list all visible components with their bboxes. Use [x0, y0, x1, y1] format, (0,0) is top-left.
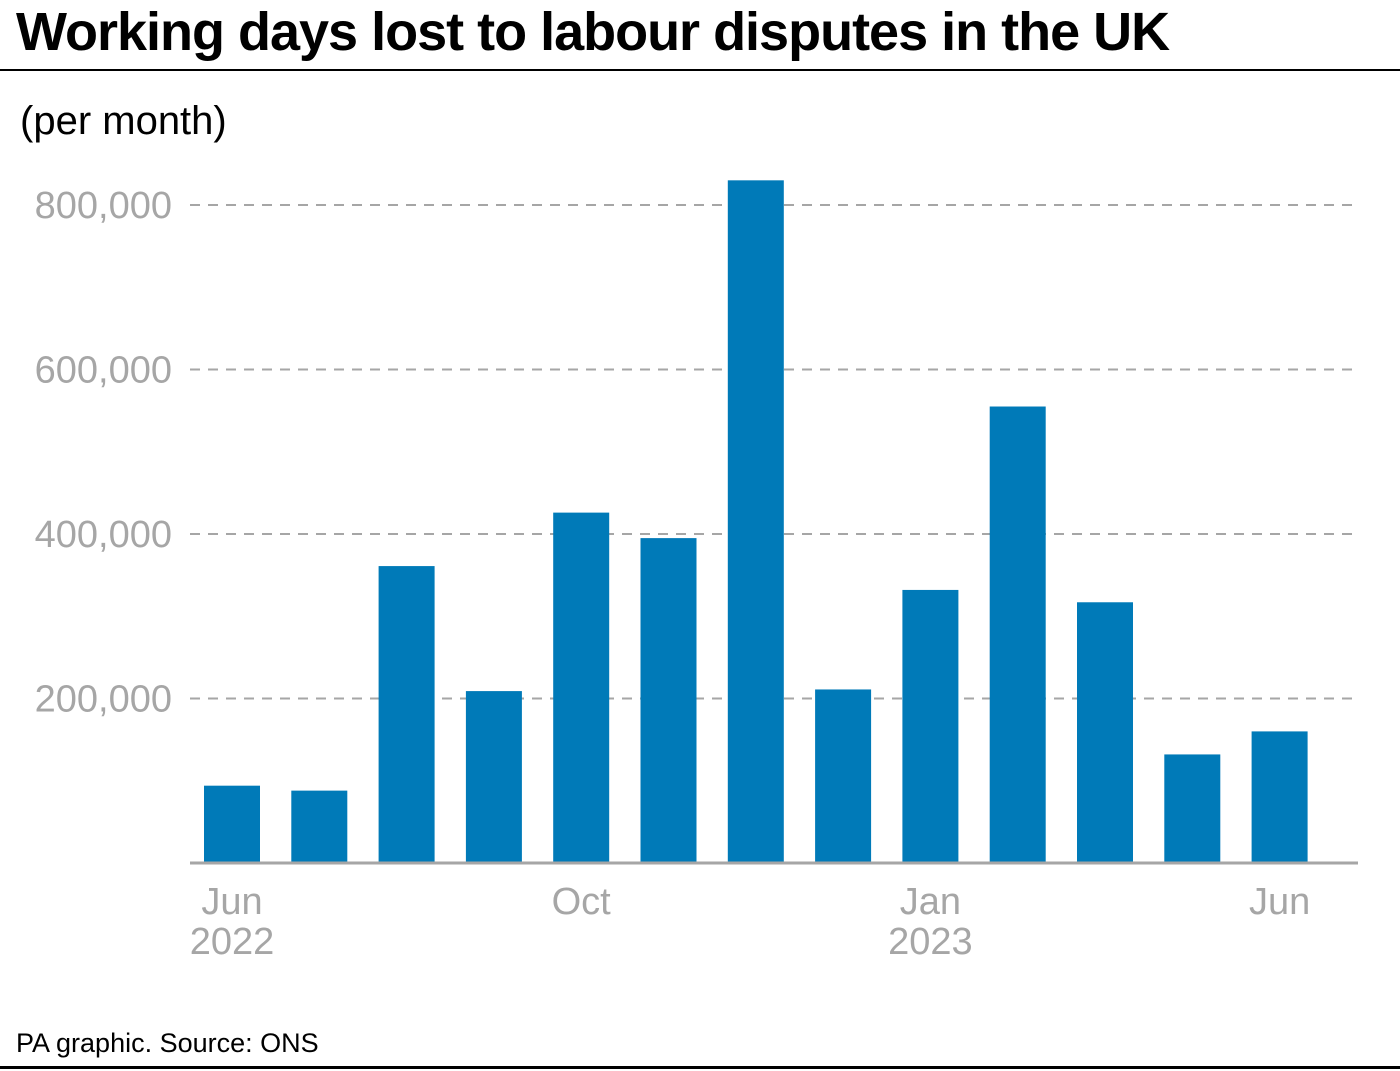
bar	[815, 689, 872, 863]
bar	[640, 538, 697, 863]
bar	[378, 566, 435, 863]
bar	[291, 790, 348, 863]
bar	[1164, 754, 1221, 863]
y-tick-label: 200,000	[35, 679, 172, 721]
x-tick-label: Jan	[900, 881, 961, 923]
bar	[204, 785, 260, 863]
chart-subtitle: (per month)	[20, 99, 227, 143]
bar	[553, 512, 610, 863]
x-tick-label: Oct	[552, 881, 612, 923]
bar	[989, 406, 1046, 863]
y-tick-labels: 200,000 400,000 600,000 800,000	[35, 185, 172, 721]
bar	[727, 180, 784, 863]
bars	[204, 180, 1308, 863]
title-divider	[0, 69, 1400, 71]
x-tick-label: Jun	[201, 881, 262, 923]
bar	[1251, 731, 1308, 863]
x-tick-label: 2022	[190, 921, 275, 963]
x-tick-label: 2023	[888, 921, 973, 963]
y-tick-label: 800,000	[35, 185, 172, 227]
bar	[1077, 602, 1133, 863]
y-tick-label: 400,000	[35, 514, 172, 556]
source-note: PA graphic. Source: ONS	[16, 1028, 319, 1058]
bar	[465, 691, 522, 863]
x-tick-label: Jun	[1249, 881, 1310, 923]
footer-divider	[0, 1066, 1400, 1069]
chart-title: Working days lost to labour disputes in …	[16, 2, 1170, 62]
bar	[902, 589, 959, 863]
y-tick-label: 600,000	[35, 350, 172, 392]
